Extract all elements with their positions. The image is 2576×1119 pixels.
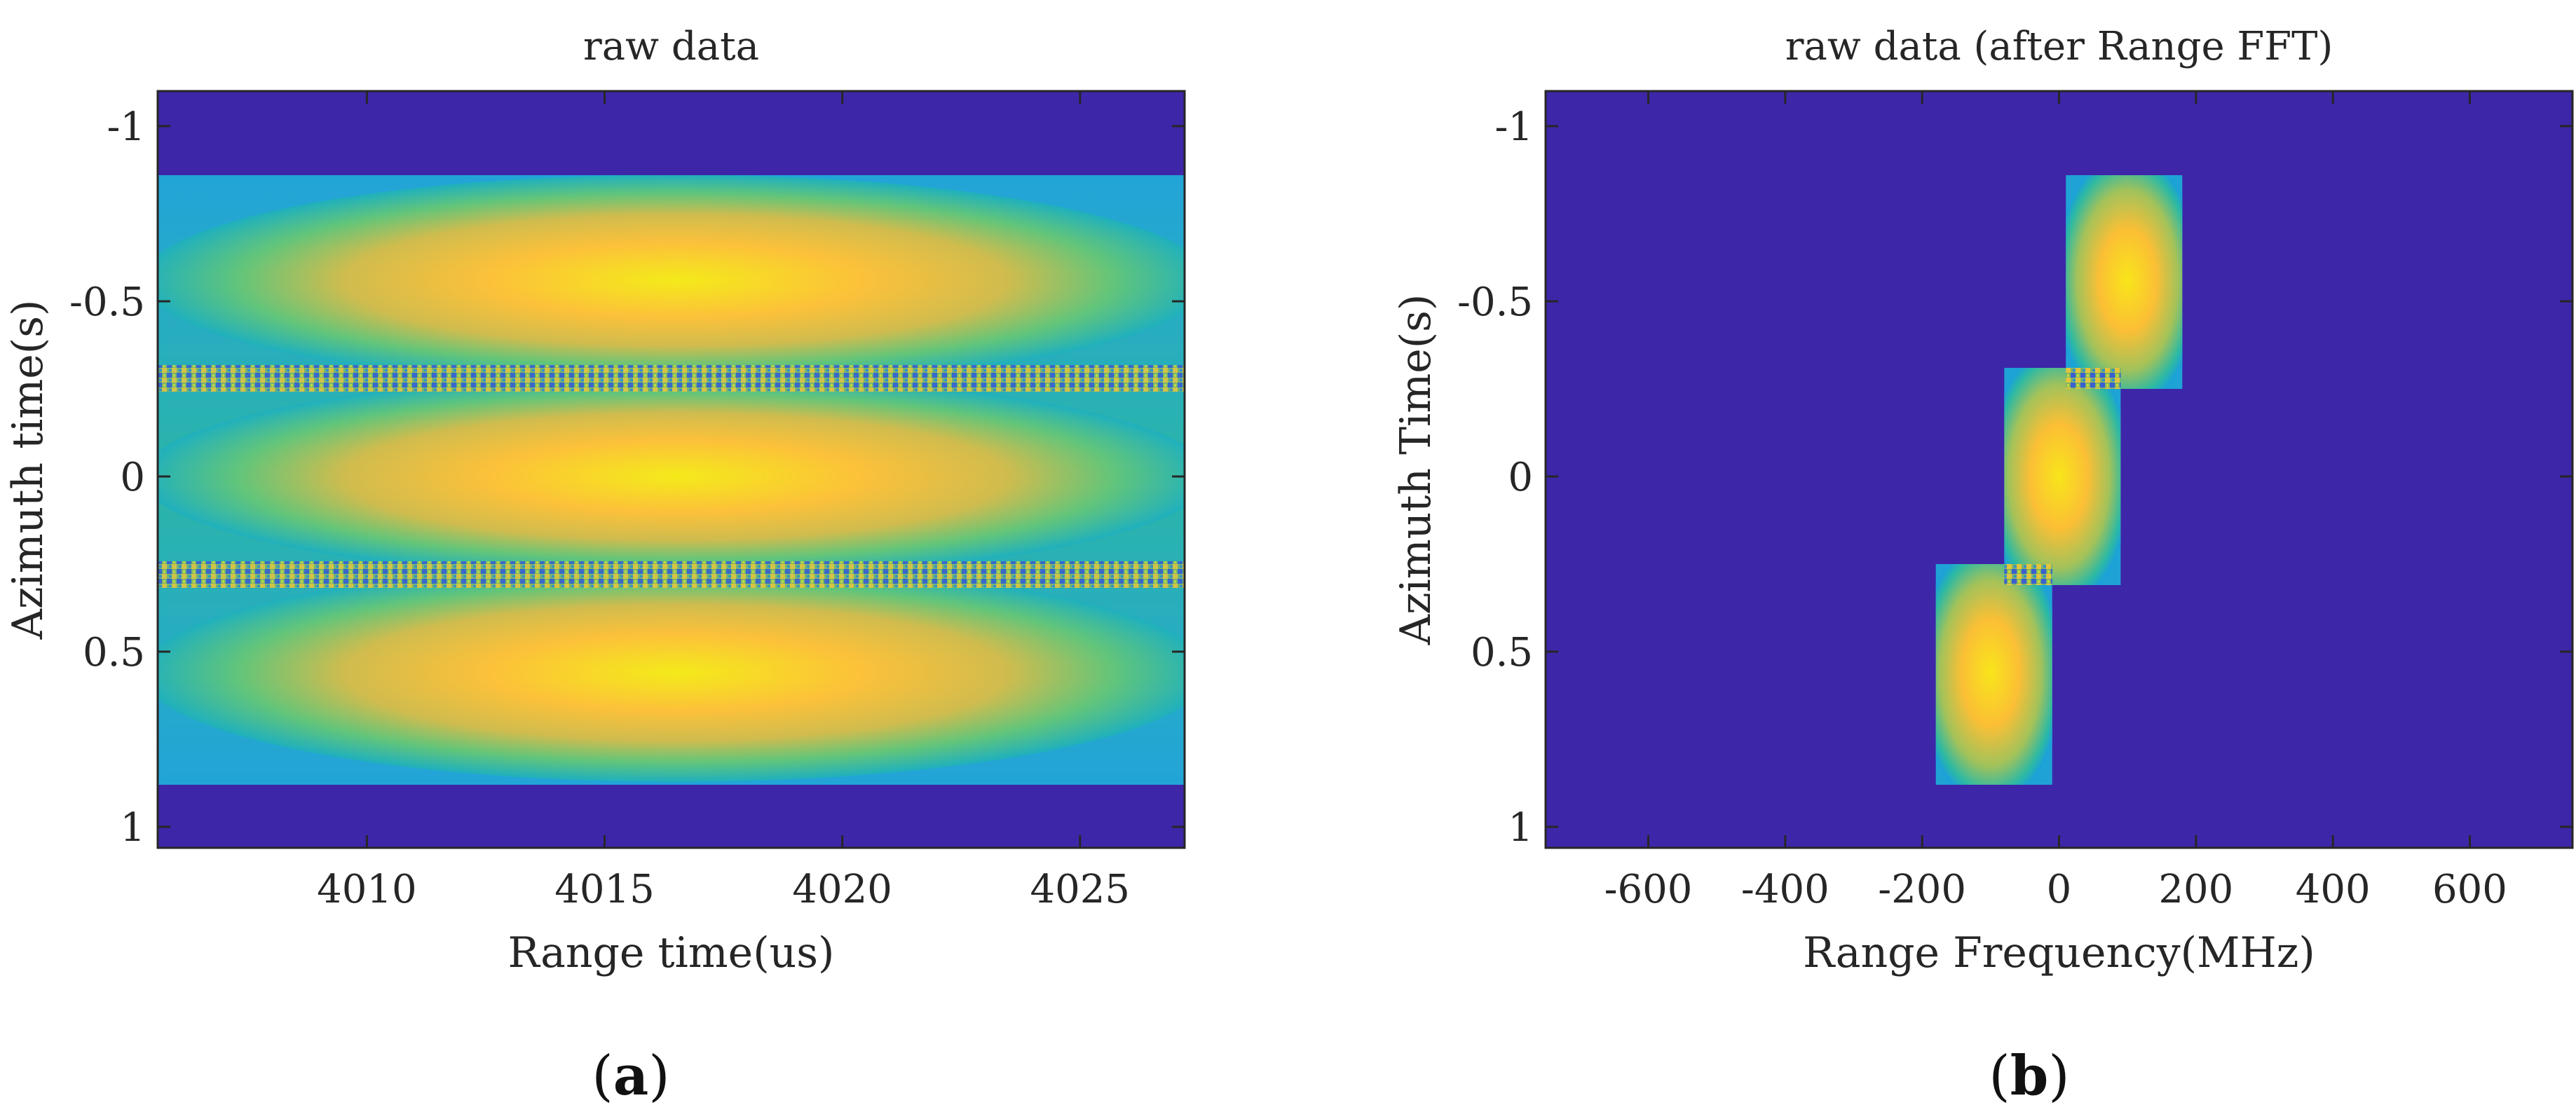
chart-title: raw data (after Range FFT)	[1785, 24, 2333, 69]
y-axis-label: Azimuth Time(s)	[1391, 294, 1440, 646]
y-tick-label: 0	[120, 455, 145, 500]
x-tick-label: -400	[1741, 867, 1829, 912]
block-1	[2066, 175, 2183, 389]
x-tick-label: 4025	[1030, 867, 1131, 912]
x-tick-label: 600	[2432, 867, 2507, 912]
panel-label-b: (b)	[1989, 1044, 2070, 1108]
y-tick-label: 0.5	[1471, 630, 1533, 675]
axes-frame	[156, 90, 1186, 849]
x-axis-label: Range Frequency(MHz)	[1803, 928, 2315, 977]
y-tick-label: -1	[1494, 104, 1533, 150]
aliasing-patch-2	[2004, 564, 2052, 585]
y-tick-label: -0.5	[1457, 280, 1533, 325]
block-3	[1935, 564, 2052, 785]
panel-b: -600 -400 -200 0 200 400 600 -1 -0.5 0 0.5 1 raw dat…	[1391, 24, 2574, 977]
band-1	[158, 175, 1185, 378]
x-tick-label: 4010	[317, 867, 417, 912]
x-tick-label: -600	[1604, 867, 1693, 912]
x-tick-label: 200	[2158, 867, 2233, 912]
aliasing-row-1	[158, 365, 1185, 392]
x-tick-label: 0	[2047, 867, 2072, 912]
panel-a: 4010 4015 4020 4025 -1 -0.5 0 0.5 1 raw data Range…	[4, 24, 1186, 977]
x-axis-label: Range time(us)	[508, 928, 835, 977]
x-tick-label: -200	[1878, 867, 1966, 912]
y-tick-label: 0.5	[83, 630, 145, 675]
y-tick-label: 0	[1508, 455, 1533, 500]
y-tick-label: 1	[120, 805, 145, 851]
x-tick-label: 4015	[554, 867, 655, 912]
panel-label-a: (a)	[592, 1044, 670, 1108]
chart-title: raw data	[583, 24, 759, 69]
block-2	[2004, 368, 2121, 585]
y-tick-label: -0.5	[69, 280, 145, 325]
y-axis-label: Azimuth time(s)	[4, 300, 53, 640]
aliasing-patch-1	[2066, 368, 2121, 389]
band-3	[158, 575, 1185, 782]
y-tick-label: 1	[1508, 805, 1533, 851]
x-tick-label: 4020	[792, 867, 892, 912]
x-tick-label: 400	[2296, 867, 2371, 912]
aliasing-row-2	[158, 561, 1185, 588]
band-2	[158, 378, 1185, 575]
y-tick-label: -1	[107, 104, 145, 150]
